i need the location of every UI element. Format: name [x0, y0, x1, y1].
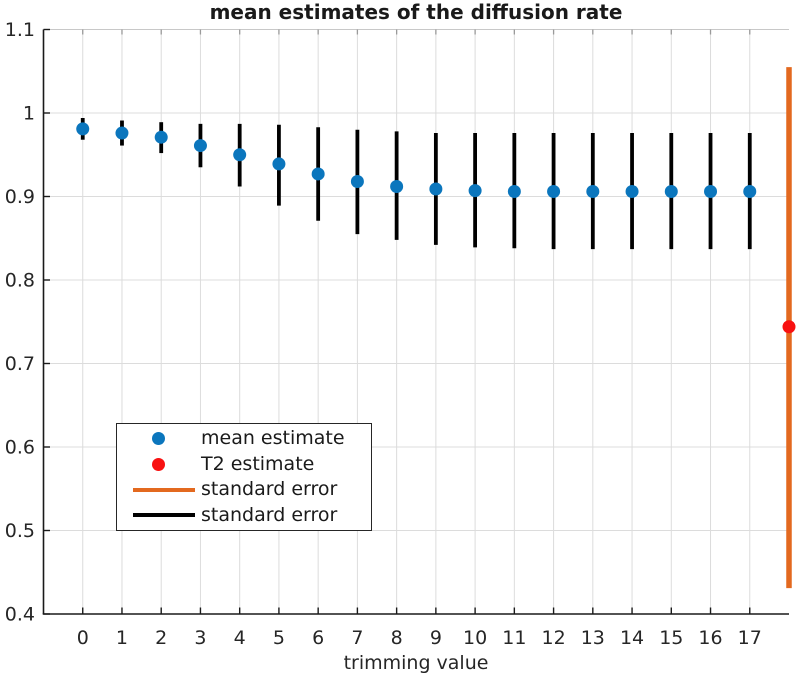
- y-tick-label: 0.4: [5, 604, 35, 626]
- legend-item: standard error: [117, 477, 371, 502]
- x-tick-label: 14: [620, 627, 644, 649]
- orange-line-marker-icon: [133, 487, 195, 492]
- mean-point: [154, 130, 168, 144]
- mean-point: [625, 184, 639, 198]
- x-tick-label: 16: [698, 627, 722, 649]
- legend-marker-cell: [117, 513, 201, 518]
- x-tick-label: 13: [581, 627, 605, 649]
- x-tick-label: 17: [738, 627, 762, 649]
- t2-point: [782, 320, 796, 334]
- x-tick-label: 2: [155, 627, 167, 649]
- mean-point: [76, 122, 90, 136]
- mean-point: [507, 184, 521, 198]
- x-tick-label: 6: [312, 627, 324, 649]
- legend-item-label: T2 estimate: [201, 452, 315, 475]
- mean-point: [547, 184, 561, 198]
- x-axis-label: trimming value: [344, 652, 489, 674]
- plot-layer: 0 1 2 3 4 5 6 7 8 9 10 11 12 13 14 15 16 170.40.50.60.70.…: [5, 19, 796, 649]
- y-tick-label: 0.7: [5, 353, 35, 375]
- y-tick-label: 0.6: [5, 437, 35, 459]
- y-tick-label: 0.9: [5, 186, 35, 208]
- x-tick-label: 15: [659, 627, 683, 649]
- x-tick-label: 11: [502, 627, 526, 649]
- legend-item: T2 estimate: [117, 452, 371, 477]
- mean-point: [743, 184, 757, 198]
- mean-point: [115, 126, 129, 140]
- mean-point: [311, 167, 325, 181]
- mean-point: [704, 184, 718, 198]
- mean-point: [429, 182, 443, 196]
- mean-point: [233, 148, 247, 162]
- mean-point: [468, 184, 482, 198]
- y-tick-label: 0.8: [5, 270, 35, 292]
- mean-point: [272, 157, 286, 171]
- legend: mean estimate T2 estimate standard error…: [116, 423, 372, 531]
- legend-marker-cell: [117, 432, 201, 446]
- legend-item: standard error: [117, 503, 371, 528]
- x-tick-label: 1: [116, 627, 128, 649]
- x-tick-label: 8: [391, 627, 403, 649]
- x-tick-label: 0: [77, 627, 89, 649]
- chart-title: mean estimates of the diffusion rate: [210, 0, 623, 24]
- x-tick-label: 5: [273, 627, 285, 649]
- x-tick-label: 7: [351, 627, 363, 649]
- blue-dot-marker-icon: [152, 432, 165, 446]
- x-tick-label: 3: [194, 627, 206, 649]
- mean-point: [193, 139, 207, 153]
- y-tick-label: 1: [23, 103, 35, 125]
- legend-item-label: mean estimate: [201, 427, 345, 450]
- y-tick-label: 0.5: [5, 520, 35, 542]
- x-tick-label: 12: [541, 627, 565, 649]
- x-tick-label: 9: [430, 627, 442, 649]
- red-dot-marker-icon: [152, 457, 165, 471]
- black-line-marker-icon: [133, 513, 195, 518]
- mean-point: [586, 184, 600, 198]
- y-tick-label: 1.1: [5, 19, 35, 41]
- legend-item-label: standard error: [201, 478, 338, 501]
- mean-point: [390, 179, 404, 193]
- x-tick-label: 4: [234, 627, 246, 649]
- legend-item: mean estimate: [117, 426, 371, 451]
- legend-marker-cell: [117, 487, 201, 492]
- legend-item-label: standard error: [201, 503, 338, 526]
- mean-point: [350, 174, 364, 188]
- legend-marker-cell: [117, 457, 201, 471]
- x-tick-label: 10: [463, 627, 487, 649]
- mean-point: [664, 184, 678, 198]
